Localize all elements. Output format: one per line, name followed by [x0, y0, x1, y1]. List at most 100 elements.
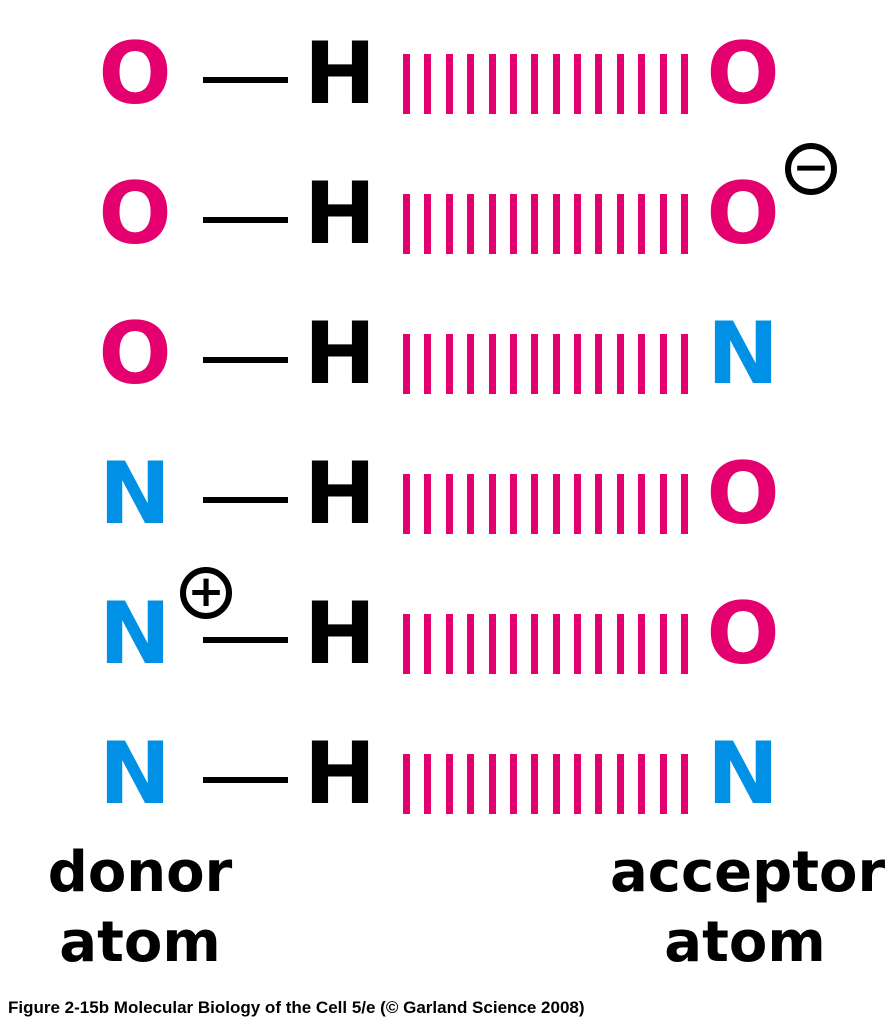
hydrogen-bond-dash: [531, 334, 539, 394]
hydrogen-bond-dash: [509, 54, 517, 114]
hydrogen-bond: [403, 54, 688, 114]
hydrogen-bond-dash: [445, 334, 453, 394]
hydrogen-bond-dash: [552, 474, 560, 534]
acceptor-atom: O: [706, 444, 780, 544]
hydrogen-atom: H: [304, 304, 376, 404]
hydrogen-bond-dash: [552, 754, 560, 814]
hydrogen-bond-dash: [509, 194, 517, 254]
hydrogen-bond: [403, 614, 688, 674]
hydrogen-bond-dash: [574, 54, 581, 114]
hydrogen-bond-dash: [638, 614, 646, 674]
hydrogen-bond-dash: [403, 474, 410, 534]
hydrogen-bond-dash: [509, 474, 517, 534]
hydrogen-bond-dash: [680, 614, 688, 674]
hydrogen-atom: H: [304, 724, 376, 824]
acceptor-atom: N: [707, 724, 779, 824]
hydrogen-bond-dash: [616, 194, 624, 254]
hydrogen-bond: [403, 194, 688, 254]
hydrogen-atom: H: [304, 164, 376, 264]
hydrogen-bond-dash: [574, 474, 581, 534]
hydrogen-bond-dash: [680, 754, 688, 814]
hydrogen-bond-dash: [445, 54, 453, 114]
hydrogen-bond-dash: [616, 614, 624, 674]
hydrogen-bond-dash: [403, 54, 410, 114]
hydrogen-bond-dash: [445, 474, 453, 534]
hydrogen-bond-dash: [531, 614, 539, 674]
hydrogen-bond-dash: [445, 194, 453, 254]
hydrogen-bond-dash: [403, 614, 410, 674]
hydrogen-bond-dash: [488, 614, 496, 674]
hydrogen-bond-dash: [403, 754, 410, 814]
hydrogen-bond-dash: [467, 194, 475, 254]
covalent-bond: [203, 77, 288, 83]
hydrogen-bond-dash: [488, 54, 496, 114]
donor-atom: N: [99, 724, 171, 824]
covalent-bond: [203, 357, 288, 363]
hydrogen-bond-dash: [638, 194, 646, 254]
acceptor-atom: O: [706, 24, 780, 124]
hydrogen-bond-dash: [403, 194, 410, 254]
donor-label-line-1: donor: [47, 840, 233, 905]
hydrogen-bond-dash: [445, 614, 453, 674]
bond-row-6: N H N: [0, 714, 887, 834]
hydrogen-bond-dash: [531, 474, 539, 534]
covalent-bond: [203, 637, 288, 643]
donor-atom: N: [99, 584, 171, 684]
hydrogen-bond-dash: [616, 54, 624, 114]
hydrogen-bond-dash: [531, 194, 539, 254]
hydrogen-atom: H: [304, 24, 376, 124]
negative-charge-icon: −: [785, 143, 837, 195]
hydrogen-bond-dash: [488, 474, 496, 534]
hydrogen-bond-dash: [424, 474, 432, 534]
hydrogen-bond-dash: [403, 334, 410, 394]
hydrogen-bond: [403, 754, 688, 814]
hydrogen-atom: H: [304, 444, 376, 544]
hydrogen-bond-dash: [467, 334, 475, 394]
hydrogen-bond-dash: [574, 614, 581, 674]
donor-atom: O: [98, 164, 172, 264]
hydrogen-bond: [403, 474, 688, 534]
acceptor-atom: O: [706, 164, 780, 264]
hydrogen-bond-dash: [638, 334, 646, 394]
hydrogen-bond-dash: [595, 194, 603, 254]
donor-label-line-2: atom: [59, 910, 221, 975]
hydrogen-bond-dash: [616, 334, 624, 394]
acceptor-atom: O: [706, 584, 780, 684]
hydrogen-bond-dash: [424, 54, 432, 114]
hydrogen-bond-dash: [638, 474, 646, 534]
hydrogen-bond-dash: [574, 334, 581, 394]
donor-atom: O: [98, 24, 172, 124]
hydrogen-bond-dash: [659, 334, 667, 394]
hydrogen-bond-dash: [659, 474, 667, 534]
hydrogen-bond-dash: [424, 334, 432, 394]
hydrogen-bond-dash: [531, 754, 539, 814]
hydrogen-bond-dash: [595, 334, 603, 394]
hydrogen-bond-dash: [552, 334, 560, 394]
donor-atom: N: [99, 444, 171, 544]
hydrogen-bond-dash: [680, 54, 688, 114]
acceptor-label-line-1: acceptor: [610, 840, 886, 905]
bond-row-3: O H N: [0, 294, 887, 414]
hydrogen-bond-dash: [574, 194, 581, 254]
acceptor-atom: N: [707, 304, 779, 404]
hydrogen-bond-dash: [467, 54, 475, 114]
hydrogen-bond: [403, 334, 688, 394]
covalent-bond: [203, 217, 288, 223]
bond-row-2: O H O: [0, 154, 887, 274]
hydrogen-bond-dash: [680, 334, 688, 394]
hydrogen-bond-dash: [552, 54, 560, 114]
hydrogen-bond-dash: [552, 614, 560, 674]
bond-row-5: N H O: [0, 574, 887, 694]
hydrogen-bond-dash: [638, 54, 646, 114]
hydrogen-bond-dash: [595, 474, 603, 534]
hydrogen-bond-dash: [659, 194, 667, 254]
acceptor-label-line-2: atom: [664, 910, 826, 975]
hydrogen-bond-dash: [595, 614, 603, 674]
hydrogen-bond-dash: [509, 754, 517, 814]
hydrogen-bond-dash: [531, 54, 539, 114]
hydrogen-bond-dash: [467, 474, 475, 534]
hydrogen-bond-dash: [638, 754, 646, 814]
hydrogen-bond-dash: [680, 474, 688, 534]
hydrogen-bond-dash: [659, 754, 667, 814]
hydrogen-bond-dash: [467, 754, 475, 814]
